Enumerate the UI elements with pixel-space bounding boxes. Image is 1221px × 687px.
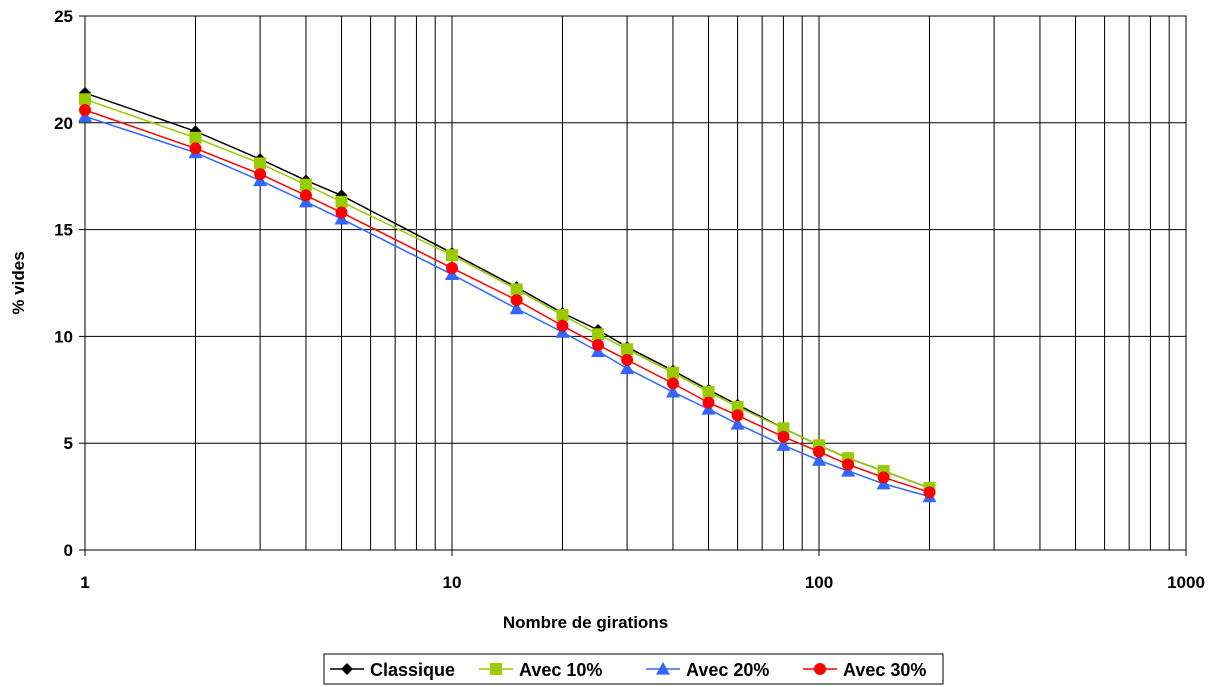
x-tick-label: 10 bbox=[443, 573, 462, 592]
data-point bbox=[556, 319, 569, 332]
legend-box bbox=[323, 653, 944, 685]
data-point bbox=[335, 195, 348, 208]
legend-marker bbox=[490, 663, 502, 675]
data-point bbox=[702, 396, 715, 409]
legend-label: Classique bbox=[370, 660, 455, 680]
data-point bbox=[79, 93, 91, 106]
data-point bbox=[621, 343, 634, 356]
legend: Classique Avec 10% Avec 20% Avec 30% bbox=[323, 653, 944, 685]
series-1 bbox=[79, 86, 936, 495]
grid bbox=[85, 16, 1186, 550]
data-point bbox=[446, 262, 458, 275]
data-point bbox=[254, 168, 267, 181]
data-point bbox=[777, 422, 790, 435]
data-point bbox=[730, 416, 745, 430]
data-point bbox=[877, 471, 890, 484]
data-point bbox=[666, 377, 679, 390]
series-4 bbox=[79, 103, 936, 499]
y-axis-ticks: 0 5 10 15 20 25 bbox=[54, 7, 85, 560]
data-point bbox=[335, 206, 348, 219]
data-point bbox=[254, 157, 267, 170]
data-point bbox=[510, 283, 523, 296]
y-tick-label: 20 bbox=[54, 114, 73, 133]
data-point bbox=[509, 301, 524, 315]
data-point bbox=[731, 409, 744, 422]
data-point bbox=[731, 400, 744, 413]
series-line bbox=[84, 115, 930, 498]
legend-marker bbox=[814, 663, 826, 675]
data-point bbox=[446, 249, 458, 262]
data-point bbox=[299, 178, 312, 191]
series-line bbox=[84, 92, 930, 489]
series-2 bbox=[79, 93, 936, 495]
data-point bbox=[665, 384, 680, 398]
x-tick-label: 100 bbox=[805, 573, 833, 592]
x-tick-label: 1000 bbox=[1167, 573, 1205, 592]
plot-area bbox=[84, 15, 1187, 551]
legend-label: Avec 30% bbox=[843, 660, 926, 680]
data-point bbox=[510, 294, 523, 307]
x-tick-label: 1 bbox=[80, 573, 89, 592]
y-axis-label: % vides bbox=[9, 251, 28, 314]
series-layer bbox=[78, 86, 937, 503]
data-point bbox=[621, 353, 634, 366]
data-point bbox=[189, 142, 202, 155]
legend-marker bbox=[341, 663, 353, 675]
y-tick-label: 5 bbox=[64, 434, 73, 453]
data-point bbox=[592, 338, 605, 351]
data-point bbox=[813, 445, 825, 458]
data-point bbox=[776, 438, 791, 451]
data-point bbox=[79, 103, 91, 116]
y-tick-label: 10 bbox=[54, 327, 73, 346]
legend-label: Avec 10% bbox=[519, 660, 602, 680]
data-point bbox=[777, 430, 790, 443]
data-point bbox=[620, 361, 635, 375]
data-point bbox=[592, 328, 605, 341]
x-axis-ticks: 1 10 100 1000 bbox=[80, 550, 1205, 592]
legend-marker bbox=[656, 662, 670, 675]
data-point bbox=[189, 131, 202, 144]
legend-label: Avec 20% bbox=[686, 660, 769, 680]
y-tick-label: 25 bbox=[54, 7, 73, 26]
data-point bbox=[812, 453, 826, 466]
y-tick-label: 15 bbox=[54, 221, 73, 240]
data-point bbox=[299, 189, 312, 202]
data-point bbox=[556, 309, 569, 322]
y-tick-label: 0 bbox=[64, 541, 73, 560]
data-point bbox=[702, 385, 715, 398]
series-line bbox=[84, 98, 930, 489]
data-point bbox=[666, 366, 679, 379]
data-point bbox=[923, 486, 936, 499]
x-axis-label: Nombre de girations bbox=[503, 613, 668, 632]
series-line bbox=[84, 109, 930, 494]
data-point bbox=[842, 458, 855, 471]
